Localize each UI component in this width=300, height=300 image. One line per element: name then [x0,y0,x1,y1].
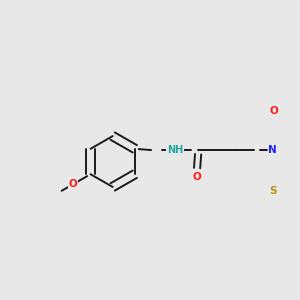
Text: N: N [268,145,277,155]
Text: S: S [269,186,277,196]
Text: O: O [192,172,201,182]
Text: O: O [270,106,278,116]
Text: N: N [268,145,277,155]
Text: O: O [69,179,77,189]
Text: NH: NH [167,145,183,155]
